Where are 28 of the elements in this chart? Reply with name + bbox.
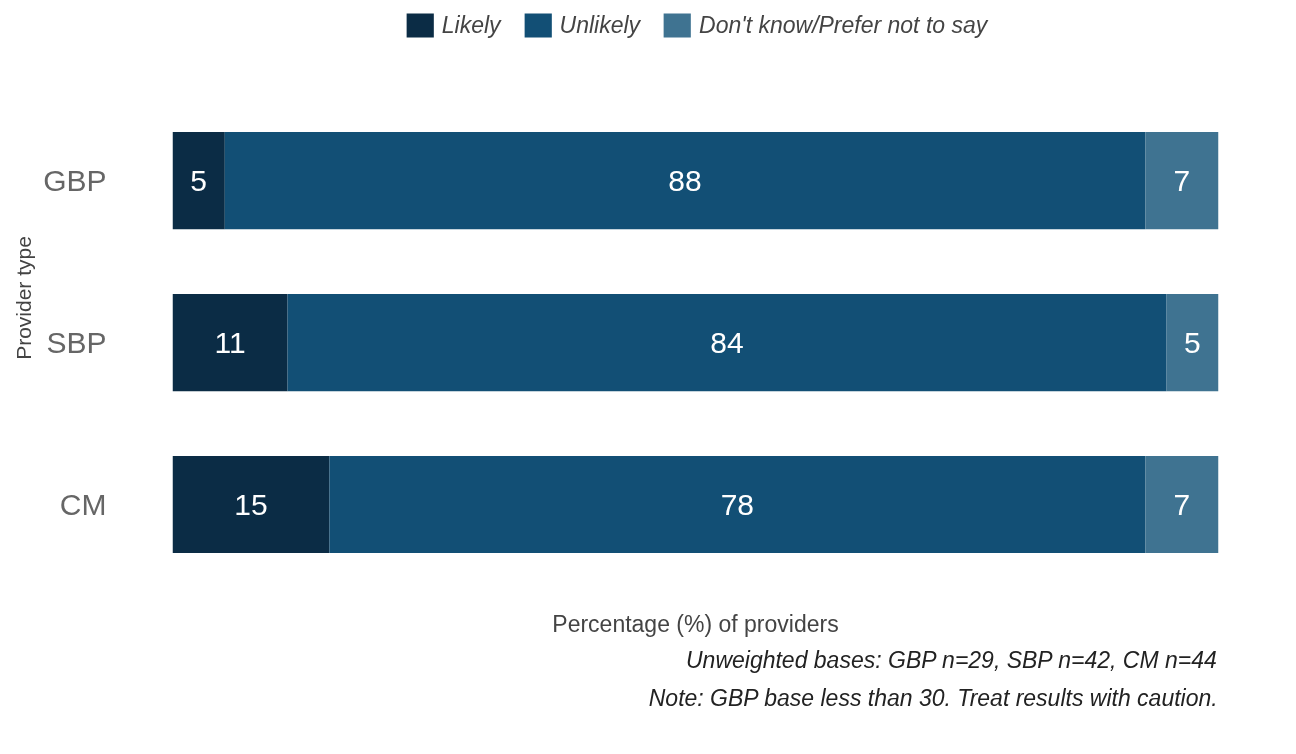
y-tick-label: SBP — [46, 326, 107, 360]
y-axis-title: Provider type — [12, 236, 36, 360]
data-label: 7 — [1173, 163, 1191, 197]
text: Note: GBP base less than 30. Treat results with caution. — [648, 684, 1218, 711]
bar — [172, 455, 330, 554]
bar — [172, 131, 225, 230]
bar — [329, 455, 1146, 554]
data-label: 15 — [234, 487, 268, 521]
text: Unweighted bases: GBP n=29, SBP n=42, CM n=44 — [685, 646, 1217, 673]
y-tick-label: CM — [59, 488, 107, 522]
bar — [1145, 455, 1219, 554]
data-label: 78 — [720, 487, 755, 521]
bar — [172, 293, 288, 392]
bar — [1145, 131, 1219, 230]
data-label: 7 — [1173, 487, 1191, 521]
x-axis-title: Percentage (%) of providers — [552, 610, 839, 637]
legend-label: Likely — [441, 11, 501, 39]
legend-label: Don't know/Prefer not to say — [699, 11, 988, 39]
bar — [287, 293, 1167, 392]
legend-label: Unlikely — [559, 11, 641, 39]
data-label: 88 — [668, 163, 702, 197]
data-label: 11 — [214, 325, 246, 359]
y-tick-label: GBP — [43, 164, 107, 198]
bar — [224, 131, 1146, 230]
data-label: 5 — [190, 163, 207, 197]
data-label: 5 — [1184, 325, 1201, 359]
data-label: 84 — [710, 325, 744, 359]
bar — [1166, 293, 1219, 392]
